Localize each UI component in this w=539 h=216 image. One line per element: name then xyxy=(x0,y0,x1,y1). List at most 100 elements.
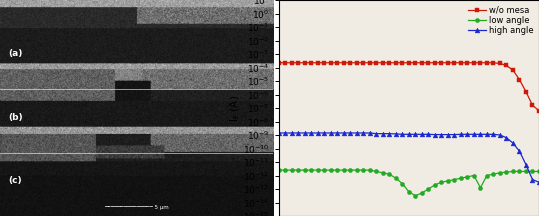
low angle xyxy=(301,169,308,172)
low angle xyxy=(386,173,392,175)
w/o mesa xyxy=(458,62,464,64)
w/o mesa xyxy=(523,91,529,93)
high angle xyxy=(432,133,438,136)
high angle xyxy=(328,132,334,134)
w/o mesa xyxy=(477,62,483,64)
w/o mesa xyxy=(282,62,288,64)
w/o mesa xyxy=(516,78,523,81)
low angle xyxy=(341,169,347,172)
low angle xyxy=(419,192,425,194)
high angle xyxy=(483,133,490,136)
w/o mesa xyxy=(536,110,539,112)
high angle xyxy=(529,178,536,181)
low angle xyxy=(523,170,529,173)
w/o mesa xyxy=(471,62,477,64)
w/o mesa xyxy=(341,62,347,64)
high angle xyxy=(341,132,347,134)
low angle xyxy=(288,169,295,172)
w/o mesa xyxy=(445,62,451,64)
high angle xyxy=(406,133,412,136)
high angle xyxy=(392,133,399,135)
low angle xyxy=(510,170,516,173)
low angle xyxy=(471,174,477,177)
low angle xyxy=(536,170,539,173)
low angle xyxy=(438,181,445,184)
low angle xyxy=(464,176,471,178)
w/o mesa xyxy=(295,62,301,64)
high angle xyxy=(516,150,523,152)
high angle xyxy=(354,132,360,134)
low angle xyxy=(360,169,367,172)
high angle xyxy=(497,134,503,136)
Y-axis label: I$_F$ (A): I$_F$ (A) xyxy=(228,94,242,122)
low angle xyxy=(379,172,386,174)
high angle xyxy=(536,181,539,184)
w/o mesa xyxy=(392,62,399,64)
low angle xyxy=(529,170,536,173)
w/o mesa xyxy=(510,69,516,71)
w/o mesa xyxy=(360,62,367,64)
low angle xyxy=(354,169,360,172)
w/o mesa xyxy=(367,62,373,64)
w/o mesa xyxy=(354,62,360,64)
Text: (a): (a) xyxy=(8,49,23,58)
high angle xyxy=(321,132,328,134)
high angle xyxy=(275,132,282,134)
high angle xyxy=(490,133,496,136)
Text: ─────────────── 5 μm: ─────────────── 5 μm xyxy=(104,205,169,210)
w/o mesa xyxy=(412,62,419,64)
high angle xyxy=(334,132,341,134)
low angle xyxy=(451,178,458,181)
w/o mesa xyxy=(483,62,490,64)
w/o mesa xyxy=(334,62,341,64)
low angle xyxy=(412,194,419,197)
w/o mesa xyxy=(399,62,405,64)
Line: high angle: high angle xyxy=(277,130,539,185)
w/o mesa xyxy=(503,64,510,67)
w/o mesa xyxy=(379,62,386,64)
Line: low angle: low angle xyxy=(277,168,539,198)
high angle xyxy=(373,132,379,135)
high angle xyxy=(438,133,445,136)
low angle xyxy=(367,169,373,172)
Text: (b): (b) xyxy=(8,113,23,122)
low angle xyxy=(406,191,412,193)
low angle xyxy=(497,172,503,174)
w/o mesa xyxy=(438,62,445,64)
low angle xyxy=(445,180,451,182)
low angle xyxy=(477,186,483,189)
high angle xyxy=(308,132,314,134)
w/o mesa xyxy=(406,62,412,64)
high angle xyxy=(451,133,458,136)
high angle xyxy=(379,132,386,135)
high angle xyxy=(295,132,301,134)
w/o mesa xyxy=(432,62,438,64)
low angle xyxy=(295,169,301,172)
high angle xyxy=(510,142,516,144)
low angle xyxy=(432,184,438,186)
w/o mesa xyxy=(308,62,314,64)
w/o mesa xyxy=(386,62,392,64)
w/o mesa xyxy=(347,62,354,64)
w/o mesa xyxy=(529,104,536,107)
high angle xyxy=(477,133,483,136)
high angle xyxy=(360,132,367,134)
high angle xyxy=(412,133,419,136)
high angle xyxy=(288,132,295,134)
Text: (c): (c) xyxy=(8,176,22,185)
low angle xyxy=(282,169,288,172)
low angle xyxy=(334,169,341,172)
Legend: w/o mesa, low angle, high angle: w/o mesa, low angle, high angle xyxy=(466,4,535,37)
low angle xyxy=(483,174,490,177)
low angle xyxy=(347,169,354,172)
low angle xyxy=(392,177,399,179)
high angle xyxy=(367,132,373,134)
high angle xyxy=(282,132,288,134)
w/o mesa xyxy=(425,62,432,64)
low angle xyxy=(308,169,314,172)
w/o mesa xyxy=(301,62,308,64)
low angle xyxy=(425,188,432,190)
high angle xyxy=(471,133,477,136)
high angle xyxy=(425,133,432,136)
w/o mesa xyxy=(373,62,379,64)
